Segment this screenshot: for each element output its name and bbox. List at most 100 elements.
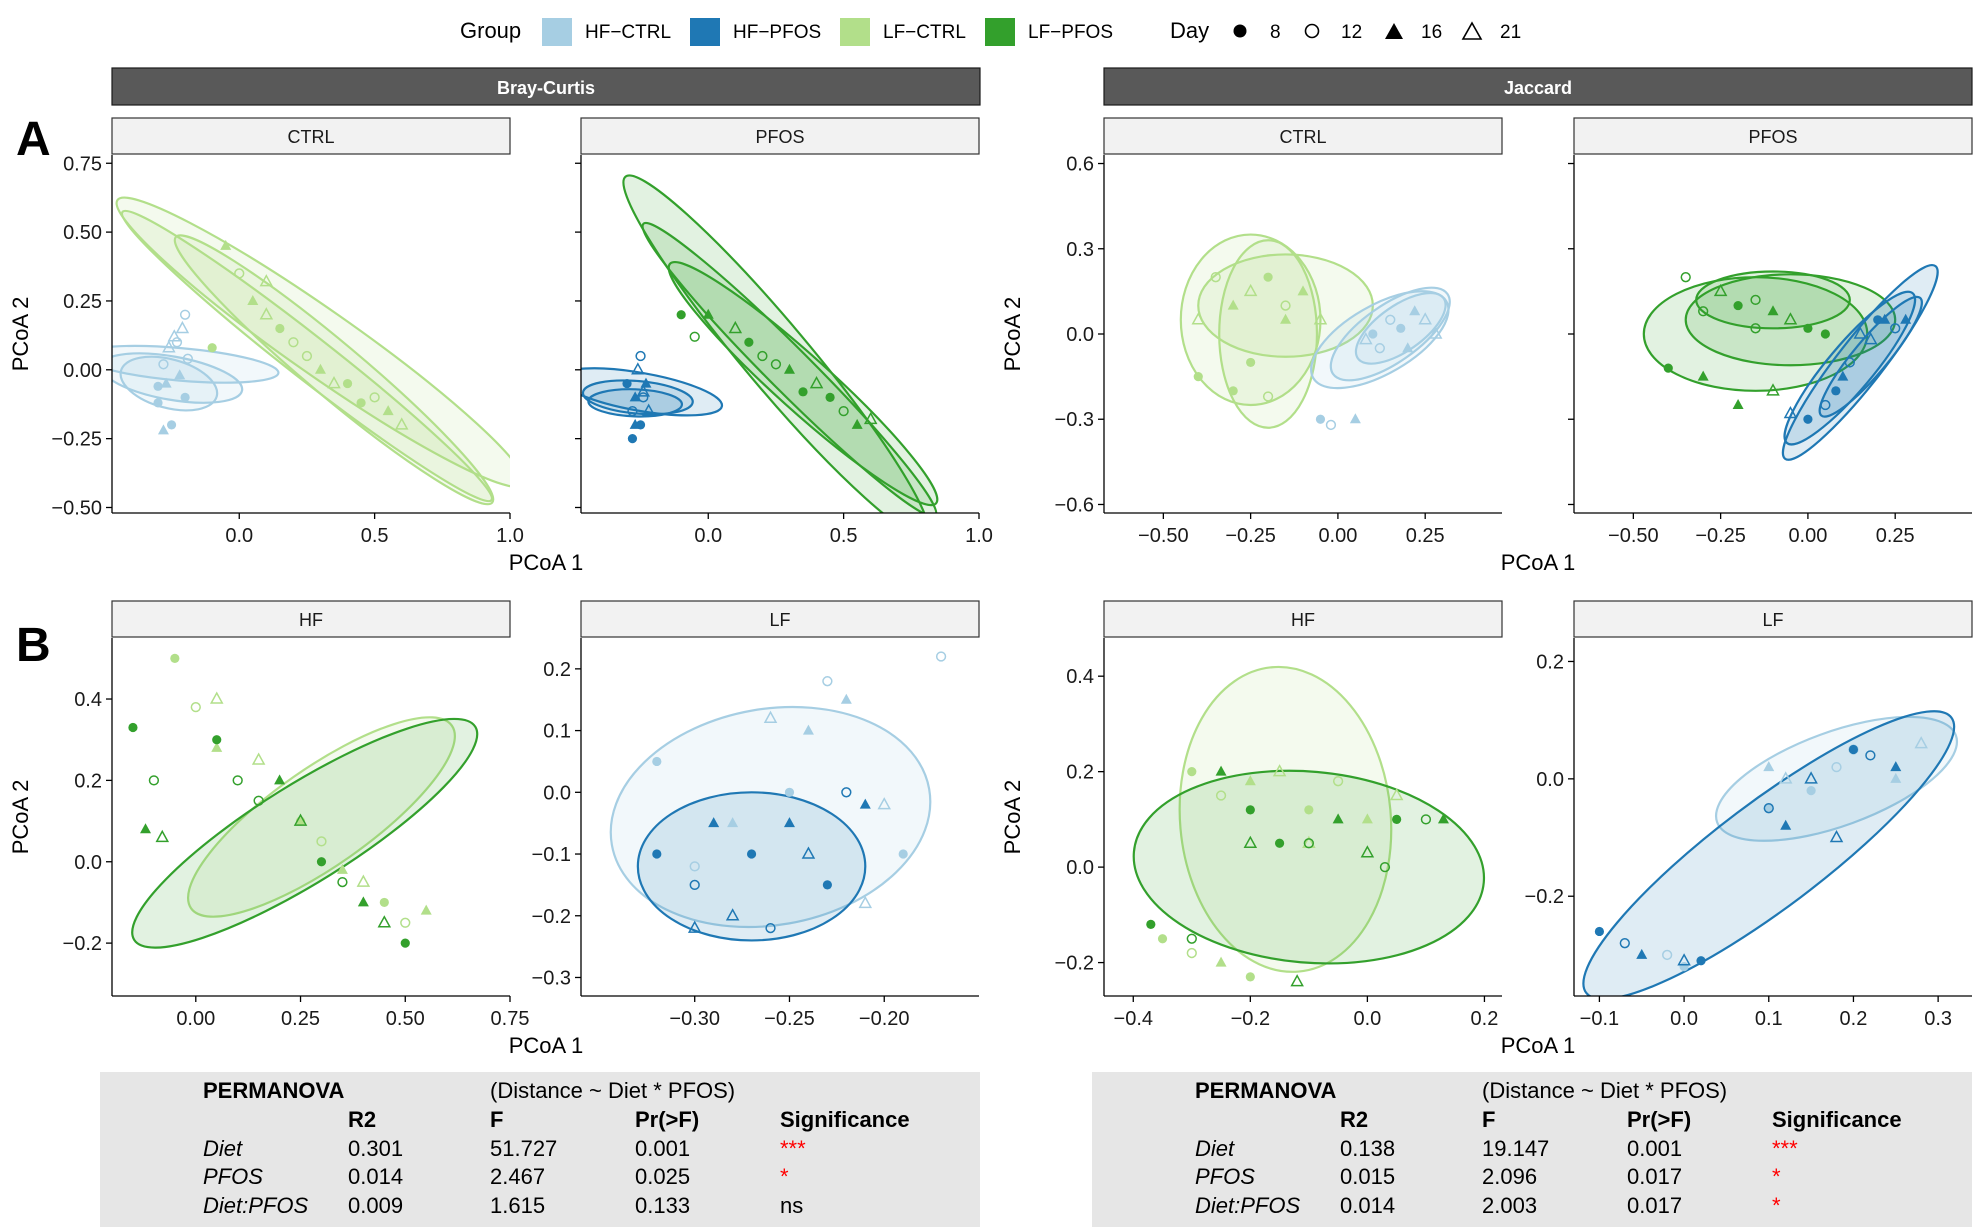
x-tick-label: −0.1 — [1580, 1008, 1619, 1030]
x-axis-title: PCoA 1 — [509, 550, 584, 575]
confidence-ellipse-hf-ctrl — [112, 344, 280, 384]
data-point-hf-ctrl — [158, 359, 169, 370]
data-point-hf-ctrl — [840, 693, 852, 704]
data-point-hf-pfos — [1890, 761, 1902, 772]
facet-strip — [580, 117, 980, 155]
x-tick-label: 0.00 — [1788, 525, 1827, 547]
y-tick-label: 0.2 — [543, 659, 571, 681]
data-point-lf-ctrl — [400, 917, 411, 928]
data-point-hf-pfos — [1780, 819, 1792, 830]
x-tick-label: 0.0 — [1670, 1008, 1698, 1030]
data-point-lf-pfos — [1750, 294, 1761, 306]
legend-label-day-16: 16 — [1421, 22, 1442, 43]
row-sig: * — [780, 1164, 789, 1189]
y-tick-label: 0.6 — [1066, 154, 1094, 176]
data-point-lf-pfos — [863, 411, 878, 425]
confidence-ellipse-lf-ctrl — [115, 196, 510, 488]
data-point-hf-pfos — [641, 403, 656, 416]
data-point-lf-ctrl — [1262, 391, 1274, 402]
data-point-lf-ctrl — [251, 752, 266, 765]
x-tick-label: 0.25 — [1876, 525, 1915, 547]
data-point-hf-pfos — [765, 922, 776, 934]
data-point-lf-ctrl — [207, 343, 217, 353]
data-point-hf-ctrl — [1806, 785, 1816, 796]
facet-strip — [111, 117, 511, 155]
data-point-lf-pfos — [825, 392, 835, 402]
y-tick-label: −0.2 — [63, 933, 102, 955]
method-strip-bg — [1103, 67, 1973, 106]
data-point-lf-ctrl — [1210, 272, 1221, 283]
row-r2: 0.138 — [1340, 1136, 1396, 1161]
data-point-hf-ctrl — [1763, 761, 1775, 772]
data-point-hf-pfos — [1696, 956, 1706, 966]
data-point-hf-ctrl — [763, 710, 778, 723]
data-point-hf-ctrl — [182, 353, 193, 364]
confidence-ellipse-hf-ctrl — [609, 705, 932, 929]
x-tick-label: 0.2 — [1471, 1008, 1499, 1030]
data-point-hf-ctrl — [1428, 326, 1443, 339]
row-term: PFOS — [203, 1164, 263, 1189]
data-point-lf-pfos — [140, 823, 152, 834]
data-point-lf-pfos — [1697, 370, 1709, 381]
data-point-hf-pfos — [822, 880, 832, 890]
data-point-hf-pfos — [1837, 370, 1849, 381]
y-tick-label: −0.2 — [1525, 886, 1564, 908]
confidence-ellipse-lf-pfos — [1695, 270, 1851, 330]
confidence-ellipse-lf-ctrl — [1218, 239, 1319, 429]
legend-swatch-lf-ctrl — [840, 18, 870, 46]
data-point-lf-ctrl — [288, 337, 299, 348]
header-f: F — [1482, 1107, 1496, 1132]
data-point-lf-ctrl — [1244, 775, 1256, 786]
data-point-lf-ctrl — [1304, 805, 1314, 815]
x-tick-label: 0.0 — [694, 525, 722, 547]
x-tick-label: −0.50 — [1138, 525, 1189, 547]
x-tick-label: 0.2 — [1840, 1008, 1868, 1030]
confidence-ellipse-hf-pfos — [1783, 290, 1917, 446]
data-point-lf-pfos — [357, 896, 369, 907]
data-point-hf-pfos — [1900, 313, 1912, 324]
data-point-lf-ctrl — [1243, 283, 1258, 297]
header-f: F — [490, 1107, 504, 1132]
data-point-hf-ctrl — [935, 651, 947, 662]
data-point-hf-pfos — [622, 378, 632, 389]
facet-strip-label: HF — [1291, 610, 1315, 630]
x-tick-label: 0.00 — [1318, 525, 1357, 547]
data-point-hf-ctrl — [157, 424, 169, 435]
data-point-lf-ctrl — [1389, 787, 1404, 801]
data-point-lf-pfos — [744, 337, 754, 347]
confidence-ellipse-hf-pfos — [587, 388, 684, 418]
header-r2: R2 — [1340, 1107, 1369, 1132]
data-point-hf-pfos — [629, 391, 641, 402]
figure-legend: Group HF−CTRL HF−PFOS LF−CTRL LF−PFOS Da… — [0, 8, 1984, 52]
y-axis-title: PCoA 2 — [1000, 297, 1025, 372]
data-point-lf-pfos — [1290, 974, 1304, 987]
legend-day-title: Day — [1170, 18, 1209, 43]
data-point-hf-pfos — [708, 817, 720, 828]
confidence-ellipse-hf-ctrl — [1329, 286, 1451, 382]
facet-strip-label: LF — [1762, 610, 1783, 630]
data-point-lf-pfos — [689, 331, 700, 342]
data-point-lf-pfos — [1820, 329, 1830, 339]
data-point-lf-ctrl — [259, 274, 274, 287]
data-point-lf-ctrl — [1193, 372, 1203, 382]
row-f: 19.147 — [1482, 1136, 1550, 1161]
data-point-hf-pfos — [1890, 323, 1901, 334]
y-tick-label: 0.2 — [74, 770, 102, 792]
data-point-hf-pfos — [627, 434, 638, 444]
x-tick-label: 0.50 — [386, 1008, 425, 1030]
data-point-hf-ctrl — [1778, 771, 1793, 784]
confidence-ellipse-hf-pfos — [1818, 295, 1923, 418]
y-tick-label: −0.3 — [532, 967, 571, 989]
y-tick-label: 0.0 — [1066, 324, 1094, 346]
confidence-ellipse-hf-ctrl — [112, 352, 244, 404]
row-f: 51.727 — [490, 1136, 558, 1161]
data-point-hf-ctrl — [166, 420, 177, 430]
data-point-hf-ctrl — [174, 369, 186, 380]
data-point-hf-ctrl — [1359, 332, 1373, 345]
legend-swatch-hf-pfos — [690, 18, 720, 46]
data-point-hf-pfos — [1820, 399, 1831, 411]
confidence-ellipse-lf-pfos — [667, 261, 939, 507]
confidence-ellipse-hf-pfos — [1582, 710, 1956, 996]
facet-strip — [1573, 117, 1973, 155]
y-tick-label: 0.2 — [1066, 762, 1094, 784]
